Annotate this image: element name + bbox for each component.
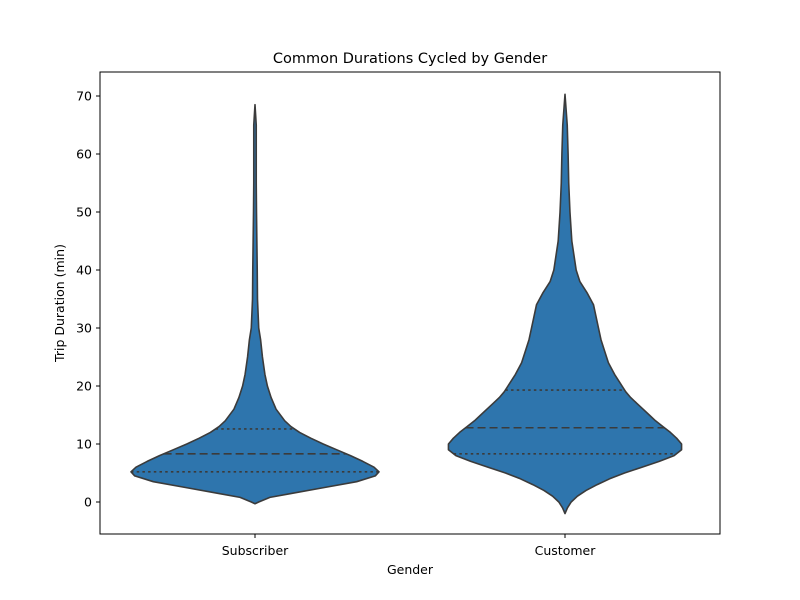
y-tick-label-40: 40: [76, 263, 92, 278]
y-tick-label-50: 50: [76, 205, 92, 220]
y-tick-label-70: 70: [76, 89, 92, 104]
chart-title: Common Durations Cycled by Gender: [273, 51, 547, 67]
x-tick-label-subscriber: Subscriber: [222, 543, 289, 558]
y-tick-label-60: 60: [76, 147, 92, 162]
plot-frame: [99, 71, 721, 535]
y-axis-label: Trip Duration (min): [52, 244, 67, 363]
y-tick-label-30: 30: [76, 321, 92, 336]
violin-customer: [447, 93, 683, 515]
x-axis-label: Gender: [387, 562, 434, 577]
x-tick-label-customer: Customer: [535, 543, 597, 558]
y-tick-label-10: 10: [76, 437, 92, 452]
y-tick-label-0: 0: [84, 495, 92, 510]
plot-area: [130, 93, 683, 515]
y-tick-label-20: 20: [76, 379, 92, 394]
